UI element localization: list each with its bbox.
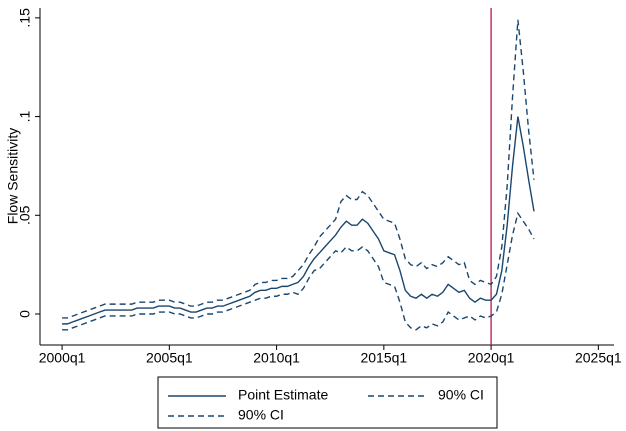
series-line [62,116,535,325]
y-tick-label: 0 [17,310,33,318]
legend-label: 90% CI [438,387,484,403]
x-tick-label: 2025q1 [575,350,622,366]
legend-box [157,376,498,429]
series-line [62,211,535,331]
y-tick-label: .05 [17,205,33,225]
legend-label: 90% CI [238,407,284,423]
x-tick-label: 2020q1 [468,350,515,366]
x-tick-label: 2010q1 [253,350,300,366]
series-line [62,19,535,319]
x-tick-label: 2000q1 [39,350,86,366]
x-tick-label: 2005q1 [146,350,193,366]
y-tick-label: .15 [17,8,33,28]
x-tick-label: 2015q1 [360,350,407,366]
y-axis-title: Flow Sensitivity [5,128,21,224]
y-tick-label: .1 [17,111,33,123]
legend-label: Point Estimate [238,387,328,403]
